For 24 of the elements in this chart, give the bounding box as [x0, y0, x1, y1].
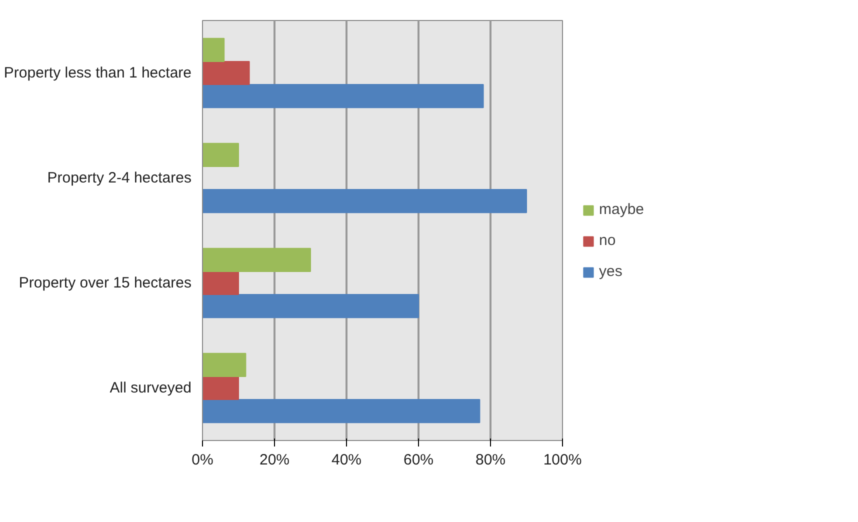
bar	[202, 294, 419, 318]
bar	[202, 60, 250, 86]
x-tick-label: 20%	[259, 452, 290, 468]
y-tick-label: Property over 15 hectares	[18, 274, 192, 292]
legend-label: yes	[599, 263, 622, 280]
bar	[202, 399, 480, 424]
bar	[202, 84, 484, 108]
x-tick-label: 40%	[331, 452, 362, 468]
x-tick-label: 100%	[543, 452, 582, 468]
bar	[202, 248, 311, 272]
bar	[202, 352, 246, 377]
bar	[202, 142, 239, 167]
x-tick-label: 60%	[403, 452, 434, 468]
legend-label: no	[599, 232, 617, 249]
bar	[202, 270, 239, 296]
x-tick-label: 80%	[475, 452, 506, 468]
bar	[202, 38, 225, 62]
bar	[202, 189, 527, 214]
y-tick-label: All surveyed	[110, 380, 192, 396]
bar	[202, 376, 239, 400]
x-tick-label: 0%	[192, 452, 214, 468]
legend-label: maybe	[599, 201, 644, 218]
y-tick-label: Property less than 1 hectare	[4, 64, 192, 82]
y-tick-label: Property 2-4 hectares	[47, 170, 192, 186]
